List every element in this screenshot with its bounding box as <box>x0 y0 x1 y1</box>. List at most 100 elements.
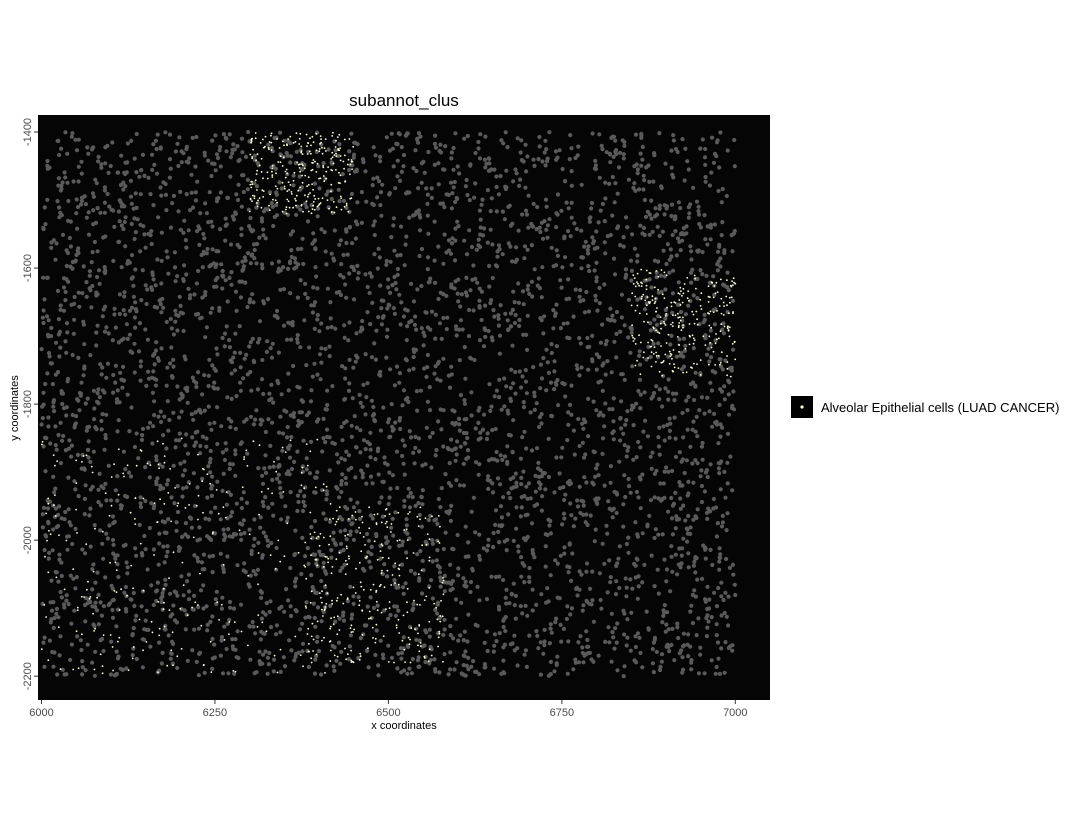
scatter-point <box>525 534 530 540</box>
scatter-point <box>216 196 221 201</box>
scatter-point <box>403 581 408 586</box>
scatter-point <box>318 177 320 180</box>
scatter-point <box>618 243 623 248</box>
scatter-point <box>345 252 350 257</box>
scatter-point <box>49 325 54 331</box>
scatter-point <box>145 567 150 572</box>
scatter-point <box>40 315 45 320</box>
scatter-point <box>724 528 729 533</box>
scatter-point <box>481 344 487 349</box>
scatter-point <box>720 297 723 300</box>
scatter-point <box>197 407 202 412</box>
scatter-point <box>523 368 528 373</box>
scatter-point <box>411 606 416 611</box>
scatter-point <box>261 189 264 192</box>
scatter-point <box>269 193 271 196</box>
scatter-point <box>645 313 648 315</box>
scatter-point <box>391 223 396 228</box>
scatter-point <box>325 170 328 173</box>
scatter-point <box>685 159 690 164</box>
scatter-point <box>252 256 257 261</box>
scatter-point <box>494 388 499 393</box>
scatter-point <box>485 648 490 654</box>
scatter-point <box>590 359 595 364</box>
scatter-point <box>251 624 256 629</box>
scatter-point <box>636 304 639 307</box>
scatter-point <box>260 171 263 173</box>
scatter-point <box>689 280 694 285</box>
scatter-point <box>372 233 377 238</box>
scatter-point <box>402 504 407 509</box>
scatter-point <box>454 333 459 338</box>
scatter-point <box>357 516 363 522</box>
scatter-point <box>46 556 51 561</box>
scatter-point <box>477 338 483 343</box>
scatter-point <box>661 293 664 296</box>
scatter-point <box>532 390 537 395</box>
scatter-point <box>453 597 459 602</box>
scatter-point <box>253 417 258 422</box>
scatter-point <box>134 553 139 558</box>
scatter-point <box>219 606 224 611</box>
scatter-point <box>669 495 674 501</box>
scatter-point <box>637 635 642 640</box>
scatter-point <box>704 352 710 357</box>
scatter-point <box>258 637 263 642</box>
scatter-point <box>534 629 539 634</box>
scatter-point <box>456 638 461 643</box>
scatter-point <box>595 462 600 467</box>
scatter-point <box>76 137 81 142</box>
scatter-point <box>453 458 458 463</box>
scatter-point <box>321 146 323 149</box>
scatter-point <box>97 281 102 286</box>
scatter-point <box>186 160 191 165</box>
scatter-point <box>271 176 274 178</box>
scatter-point <box>726 623 731 628</box>
scatter-point <box>184 507 187 509</box>
scatter-point <box>345 202 348 205</box>
scatter-point <box>193 164 198 169</box>
scatter-point <box>614 510 619 516</box>
scatter-point <box>176 655 179 658</box>
scatter-point <box>319 360 324 365</box>
scatter-point <box>649 346 652 348</box>
scatter-point <box>650 450 655 455</box>
scatter-point <box>513 167 518 172</box>
scatter-point <box>719 330 722 333</box>
scatter-point <box>287 638 292 643</box>
scatter-point <box>220 595 225 600</box>
scatter-point <box>717 357 722 362</box>
scatter-point <box>335 486 340 491</box>
scatter-point <box>349 616 354 621</box>
scatter-point <box>673 363 675 365</box>
scatter-point <box>238 365 243 370</box>
scatter-point <box>501 624 506 630</box>
scatter-point <box>628 350 633 355</box>
scatter-point <box>333 326 338 331</box>
scatter-point <box>411 366 416 371</box>
scatter-point <box>618 415 623 421</box>
scatter-point <box>316 205 319 208</box>
scatter-point <box>482 662 487 667</box>
scatter-point <box>668 342 673 347</box>
scatter-point <box>697 221 702 227</box>
scatter-point <box>166 664 169 667</box>
scatter-point <box>529 448 535 453</box>
scatter-point <box>162 442 164 445</box>
scatter-point <box>464 456 469 461</box>
scatter-point <box>426 517 431 523</box>
scatter-point <box>165 478 171 483</box>
scatter-point <box>663 161 668 166</box>
scatter-point <box>725 460 730 465</box>
scatter-point <box>295 247 300 252</box>
scatter-point <box>73 137 78 142</box>
scatter-point <box>82 342 87 347</box>
scatter-point <box>210 474 215 479</box>
scatter-point <box>277 161 280 163</box>
scatter-point <box>307 193 310 196</box>
scatter-point <box>319 135 322 138</box>
scatter-point <box>42 435 48 440</box>
scatter-point <box>372 252 377 257</box>
scatter-point <box>87 580 89 583</box>
scatter-point <box>558 622 563 628</box>
